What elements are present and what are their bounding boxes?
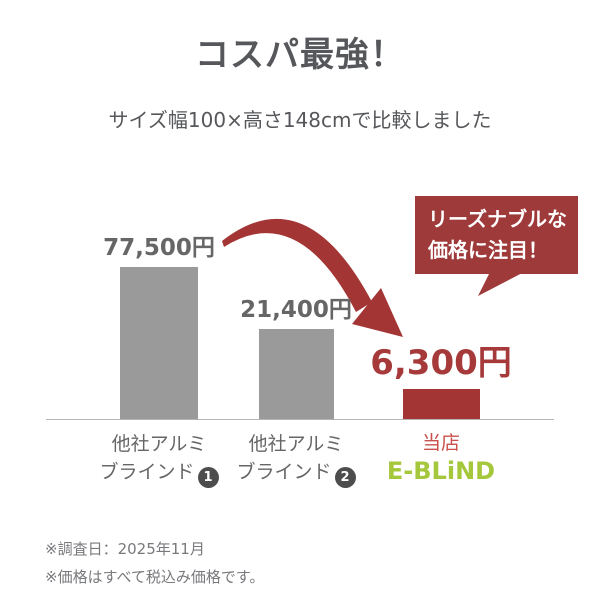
footnotes: ※調査日：2025年11月 ※価格はすべて税込み価格です。 [45,535,264,591]
store-label: 当店 [421,432,460,454]
callout-bubble: リーズナブルな 価格に注目！ [415,196,578,274]
bar-competitor-1 [120,267,198,420]
callout-line1: リーズナブルな [428,207,567,231]
category-line1: 他社アルミ [248,433,344,455]
rank-2-badge-icon: 2 [334,467,356,488]
category-label-competitor-1: 他社アルミ ブラインド 1 [84,430,234,488]
price-label-our-store: 6,300円 [370,343,512,383]
category-label-competitor-2: 他社アルミ ブラインド 2 [221,430,371,488]
price-label-competitor-2: 21,400円 [240,297,352,323]
price-label-competitor-1: 77,500円 [103,235,215,261]
callout-line2: 価格に注目！ [428,238,548,262]
category-line2: ブラインド 2 [221,458,371,488]
x-axis-line [46,419,554,420]
category-line1: 他社アルミ [111,433,207,455]
bar-our-store [403,389,480,420]
page-title: コスパ最強！ [195,35,405,75]
footnote-tax: ※価格はすべて税込み価格です。 [45,568,265,586]
subtitle: サイズ幅100×高さ148cmで比較しました [108,108,492,132]
bar-competitor-2 [259,329,334,420]
rank-1-badge-icon: 1 [197,467,219,488]
footnote-survey-date: ※調査日：2025年11月 [45,540,205,558]
category-label-our-store: 当店 E-BLiND [366,430,516,486]
category-line2: ブラインド 1 [84,458,234,488]
brand-label: E-BLiND [386,457,496,485]
callout-tail-icon [478,272,524,296]
